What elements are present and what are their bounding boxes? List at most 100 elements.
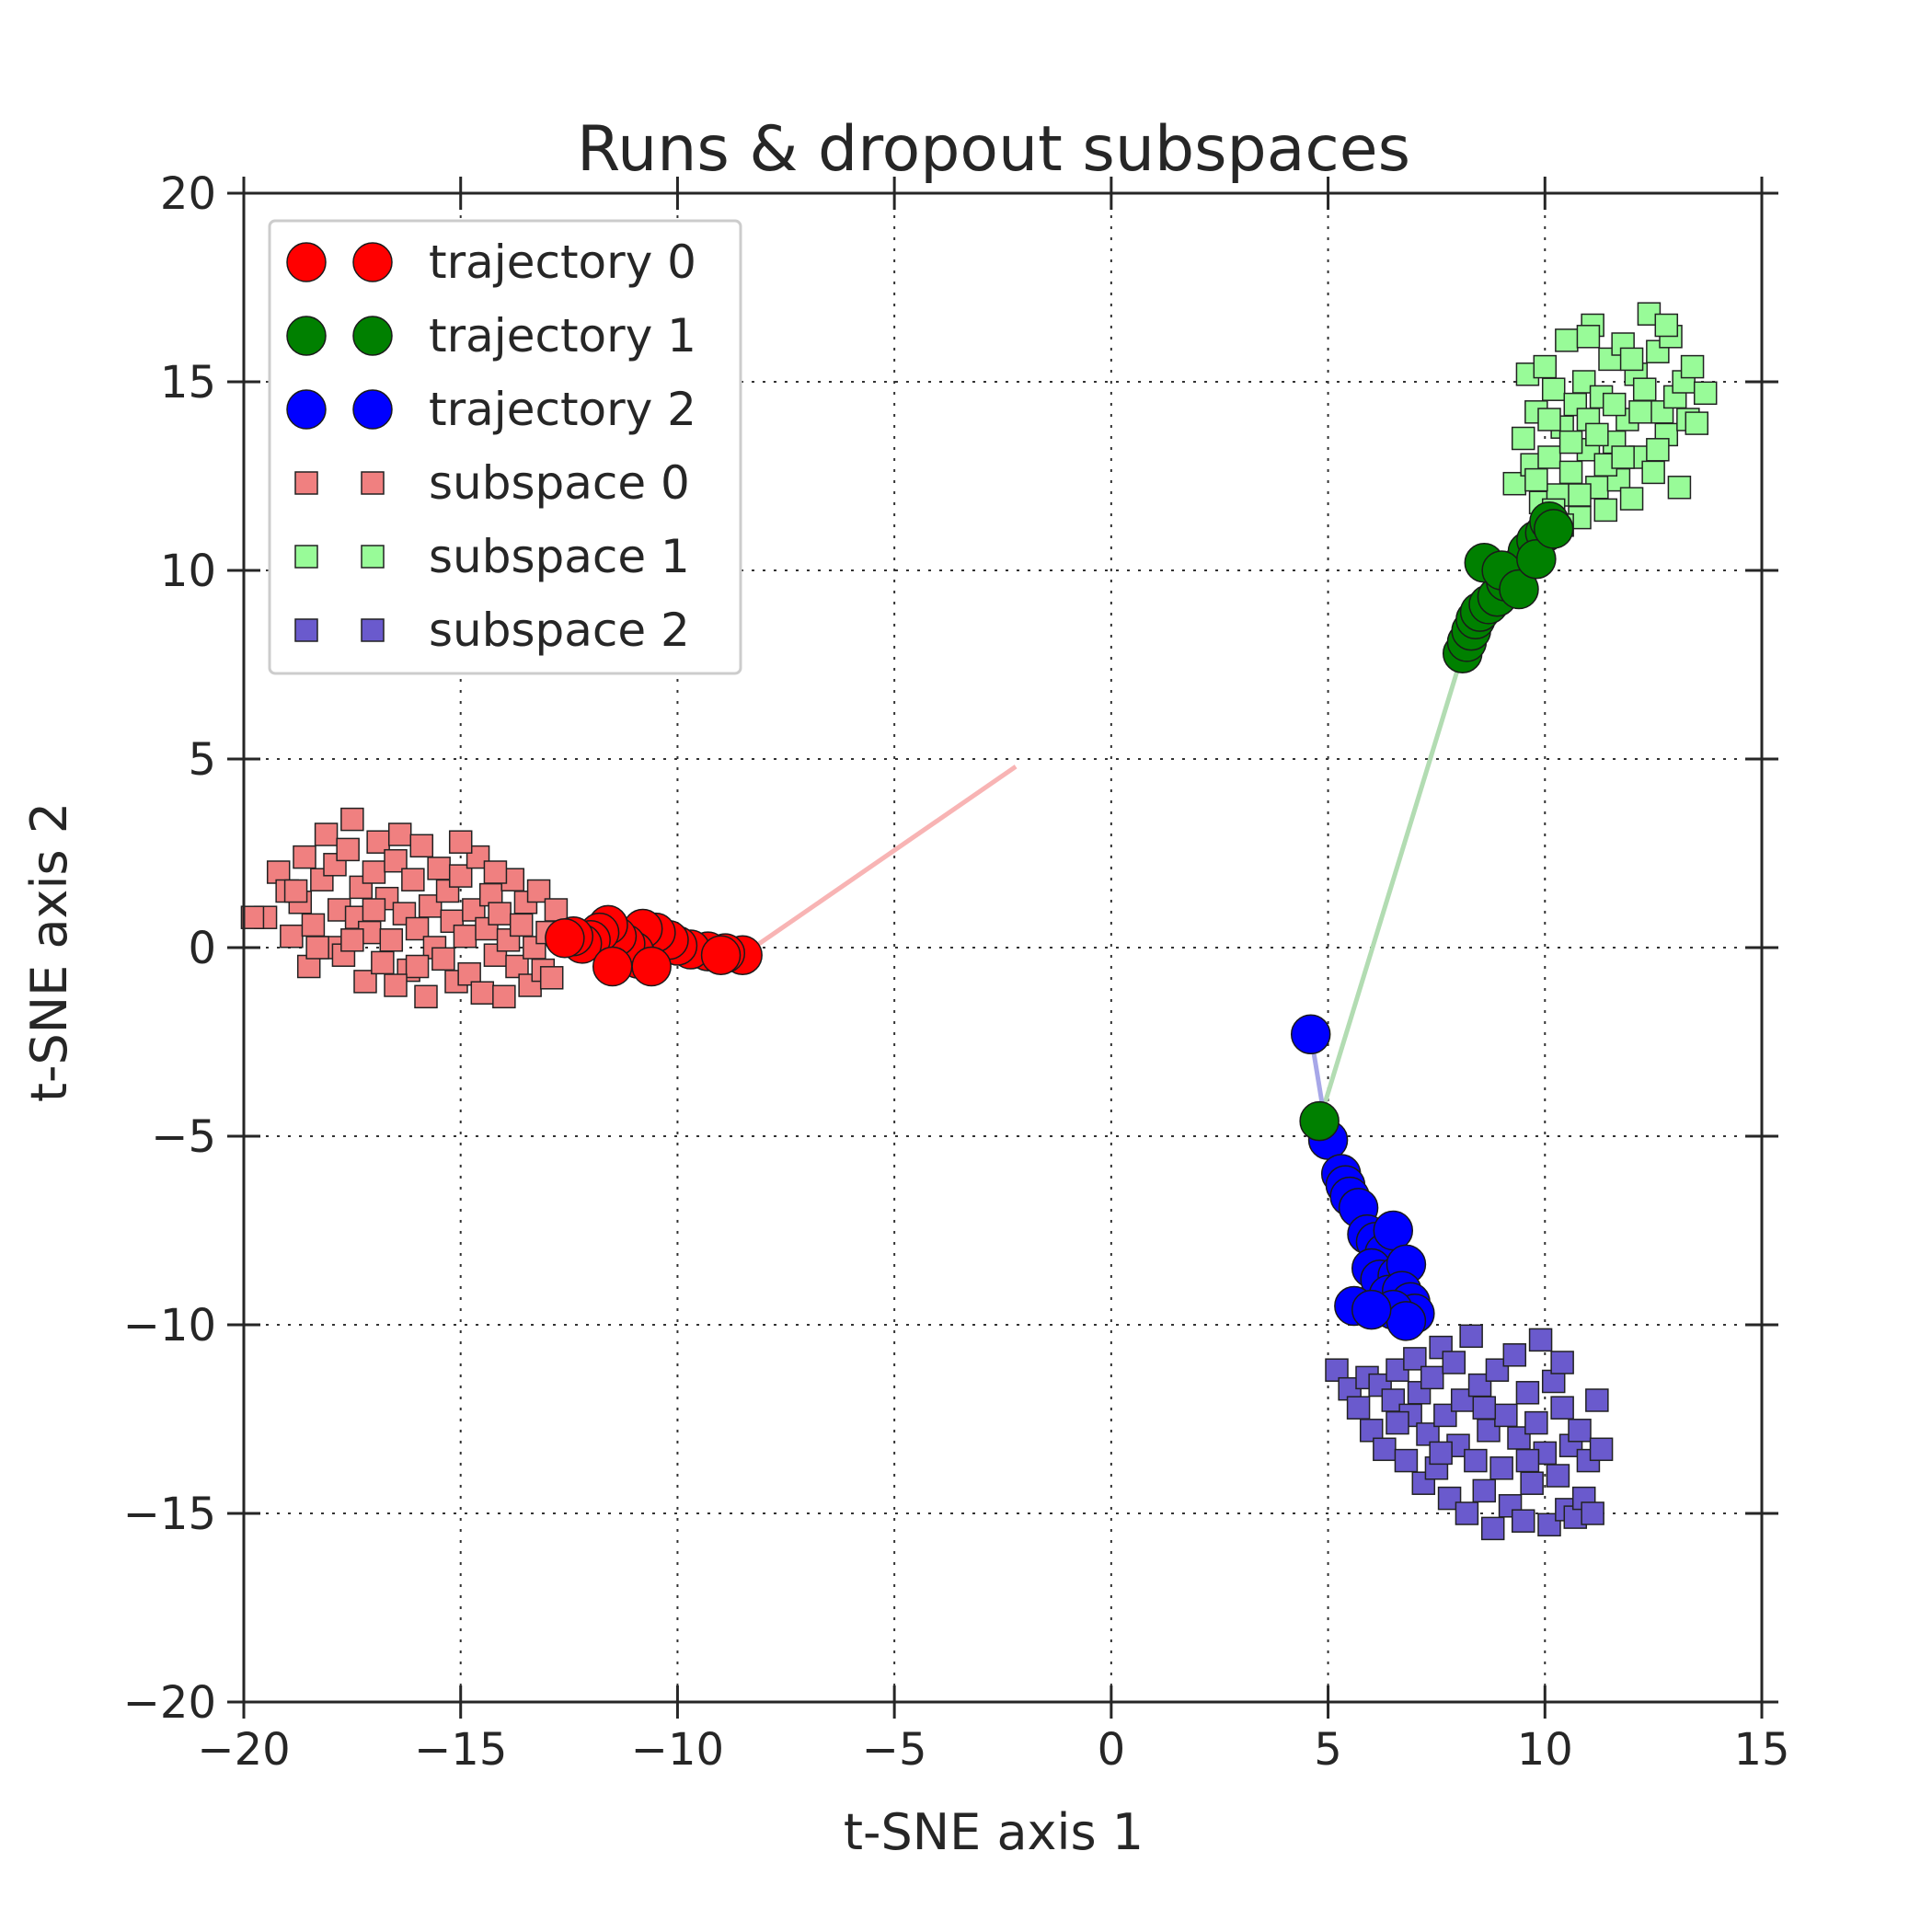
subspace-1-point (1646, 339, 1670, 363)
legend-marker-circle (352, 389, 393, 430)
legend: trajectory 0 trajectory 1 trajectory 2 subs… (268, 219, 742, 675)
subspace-0-point (470, 981, 495, 1005)
subspace-0-point (405, 916, 430, 941)
subspace-1-point (1558, 460, 1583, 485)
legend-marker-square (361, 471, 385, 495)
subspace-2-point (1442, 1351, 1466, 1374)
subspace-0-point (401, 868, 425, 891)
subspace-1-point (1568, 483, 1592, 507)
subspace-0-point (379, 928, 404, 952)
subspace-2-point (1437, 1486, 1462, 1511)
subspace-0-point (387, 822, 412, 846)
legend-marker-circle (286, 389, 327, 430)
subspace-1-point (1558, 430, 1583, 454)
subspace-1-point (1693, 381, 1718, 406)
subspace-1-point (1654, 313, 1679, 338)
legend-marker-circle (286, 242, 327, 282)
subspace-markers (240, 302, 1718, 1541)
subspace-0-point (427, 857, 451, 880)
subspace-1-point (1685, 411, 1709, 435)
subspace-0-point (539, 966, 564, 990)
subspace-2-point (1520, 1471, 1544, 1495)
subspace-0-point (405, 954, 430, 979)
subspace-0-point (414, 984, 438, 1009)
y-tick-label: 10 (160, 546, 216, 597)
subspace-2-point (1550, 1351, 1574, 1374)
legend-label: trajectory 0 (429, 236, 696, 289)
subspace-1-point (1576, 325, 1601, 349)
legend-marker-square (294, 618, 318, 642)
subspace-1-point (1632, 377, 1657, 401)
y-tick-label: 15 (160, 357, 216, 408)
legend-entries: trajectory 0 trajectory 1 trajectory 2 subs… (286, 236, 696, 657)
subspace-0-point (448, 830, 473, 854)
subspace-2-point (1472, 1396, 1497, 1420)
x-tick-label: 10 (1517, 1724, 1573, 1776)
y-tick-label: 0 (188, 923, 216, 974)
subspace-0-point (305, 936, 329, 960)
subspace-1-point (1585, 422, 1609, 447)
subspace-1-point (1511, 426, 1535, 451)
subspace-0-point (340, 807, 364, 832)
y-tick-label: −15 (123, 1489, 216, 1540)
subspace-2-point (1494, 1403, 1518, 1428)
subspace-2-point (1524, 1410, 1548, 1435)
subspace-0-point (314, 822, 339, 846)
subspace-0-point (483, 943, 508, 967)
subspace-0-point (362, 860, 386, 884)
subspace-2-point (1585, 1388, 1609, 1412)
legend-marker-circle (352, 242, 393, 282)
trajectory-0-point (631, 946, 672, 987)
trajectory-0-point (592, 946, 633, 987)
x-tick-label: −20 (197, 1724, 290, 1776)
subspace-2-point (1550, 1396, 1574, 1420)
subspace-2-point (1346, 1396, 1371, 1420)
legend-marker-square (294, 545, 318, 569)
legend-label: trajectory 2 (429, 383, 696, 436)
subspace-0-point (483, 860, 508, 884)
trajectory-1-point (1516, 538, 1557, 580)
subspace-2-point (1480, 1516, 1505, 1541)
trajectory-2-point (1351, 1289, 1392, 1330)
subspace-0-point (384, 973, 408, 997)
subspace-0-point (453, 924, 477, 949)
x-tick-label: −15 (414, 1724, 507, 1776)
x-tick-label: −5 (862, 1724, 927, 1776)
y-tick-label: 20 (160, 168, 216, 220)
subspace-1-point (1555, 328, 1579, 352)
legend-marker-square (361, 545, 385, 569)
trajectory-0-line (741, 765, 1018, 958)
subspace-2-point (1420, 1365, 1444, 1390)
subspace-2-point (1502, 1343, 1527, 1367)
subspace-2-point (1464, 1448, 1488, 1473)
subspace-0-point (283, 879, 308, 903)
subspace-2-point (1528, 1328, 1553, 1352)
x-axis-label: t-SNE axis 1 (844, 1803, 1144, 1861)
trajectory-0-point (545, 918, 585, 959)
subspace-0-point (509, 913, 534, 937)
trajectory-1-line (1317, 652, 1466, 1122)
subspace-1-point (1628, 400, 1652, 424)
subspace-0-point (340, 928, 364, 952)
subspace-1-point (1611, 445, 1635, 469)
trajectory-1-point (1533, 509, 1574, 549)
subspace-1-point (1680, 354, 1705, 379)
x-tick-label: 0 (1098, 1724, 1126, 1776)
subspace-0-point (280, 924, 304, 949)
y-axis-label: t-SNE axis 2 (20, 802, 78, 1102)
subspace-1-point (1593, 498, 1618, 523)
legend-marker-square (361, 618, 385, 642)
subspace-0-point (362, 898, 386, 922)
subspace-0-point (323, 853, 347, 877)
subspace-2-point (1546, 1464, 1570, 1488)
subspace-0-point (301, 913, 326, 937)
subspace-0-point (293, 845, 316, 869)
y-tick-label: −10 (123, 1300, 216, 1351)
y-tick-label: −20 (123, 1677, 216, 1729)
subspace-0-point (492, 984, 516, 1009)
subspace-2-point (1515, 1381, 1540, 1405)
subspace-2-point (1429, 1441, 1453, 1466)
subspace-1-point (1537, 445, 1561, 469)
axis-ticks (227, 177, 1778, 1719)
